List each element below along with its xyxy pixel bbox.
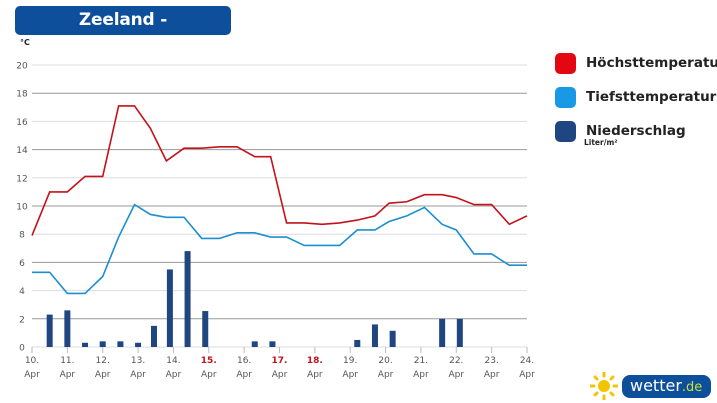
y-tick-label: 10 — [16, 203, 28, 213]
y-tick-label: 2 — [19, 315, 25, 325]
precip-bar — [46, 314, 53, 347]
y-tick-label: 8 — [19, 231, 25, 241]
y-tick-label: 14 — [16, 146, 28, 156]
x-tick-month: Apr — [378, 370, 394, 380]
x-tick-day: 10. — [25, 356, 39, 366]
x-tick-day: 23. — [484, 356, 498, 366]
x-tick-day: 14. — [166, 356, 180, 366]
logo-text: wetter.de — [622, 374, 712, 398]
precip-bar — [166, 269, 173, 347]
x-tick-day: 24. — [520, 356, 534, 366]
precip-bar — [456, 318, 463, 347]
precip-bar — [117, 341, 124, 347]
x-tick-month: Apr — [166, 370, 182, 380]
x-tick-day: 21. — [414, 356, 428, 366]
x-tick-month: Apr — [448, 370, 464, 380]
x-tick-day: 13. — [131, 356, 145, 366]
precip-bar — [439, 318, 446, 347]
precip-bar — [251, 341, 258, 347]
sun-icon — [590, 372, 618, 400]
legend-item-precip: Niederschlag — [555, 114, 717, 148]
precip-bar — [184, 251, 191, 347]
x-tick-month: Apr — [307, 370, 323, 380]
precip-bar — [389, 330, 396, 347]
precip-bar — [150, 325, 157, 347]
x-tick-day: 19. — [343, 356, 357, 366]
y-tick-label: 6 — [19, 259, 25, 269]
x-tick-day: 18. — [307, 356, 323, 366]
precip-unit: Liter/m² — [584, 138, 618, 147]
y-axis-unit: °C — [20, 38, 30, 47]
legend: Höchsttemperatur Tiefsttemperatur Nieder… — [555, 46, 717, 148]
y-tick-label: 4 — [19, 287, 25, 297]
precip-bar — [64, 310, 71, 347]
y-tick-label: 18 — [16, 90, 28, 100]
legend-swatch-max — [555, 52, 576, 74]
precip-bar — [371, 324, 378, 347]
y-tick-label: 12 — [16, 174, 27, 184]
x-tick-month: Apr — [60, 370, 76, 380]
x-tick-month: Apr — [130, 370, 146, 380]
chart-title: Zeeland - Urlaubstrend — [15, 6, 231, 59]
x-tick-day: 11. — [60, 356, 74, 366]
x-tick-day: 22. — [449, 356, 463, 366]
y-tick-label: 0 — [19, 344, 25, 354]
x-tick-day: 16. — [237, 356, 251, 366]
precip-bar — [135, 342, 142, 347]
x-tick-month: Apr — [484, 370, 500, 380]
min-temp-line — [32, 203, 527, 295]
max-temp-line — [31, 105, 528, 236]
legend-item-max-temp: Höchsttemperatur — [555, 46, 717, 80]
precip-bar — [82, 342, 89, 347]
x-tick-day: 20. — [378, 356, 392, 366]
y-tick-label: 16 — [16, 118, 28, 128]
legend-label-precip: Niederschlag — [586, 123, 686, 139]
x-tick-month: Apr — [413, 370, 429, 380]
x-tick-day: 12. — [96, 356, 110, 366]
precip-bar — [354, 339, 361, 347]
x-tick-month: Apr — [24, 370, 40, 380]
legend-swatch-min — [555, 86, 576, 108]
legend-label-min: Tiefsttemperatur — [586, 89, 717, 105]
precip-bar — [99, 341, 106, 347]
precip-bar — [202, 311, 209, 347]
legend-label-max: Höchsttemperatur — [586, 55, 717, 71]
x-tick-day: 15. — [201, 356, 217, 366]
wetter-logo: wetter.de — [590, 372, 712, 400]
legend-swatch-precip — [555, 120, 576, 142]
x-tick-day: 17. — [272, 356, 288, 366]
x-tick-month: Apr — [201, 370, 217, 380]
x-tick-month: Apr — [272, 370, 288, 380]
x-tick-month: Apr — [342, 370, 358, 380]
legend-item-min-temp: Tiefsttemperatur — [555, 80, 717, 114]
precip-bar — [269, 341, 276, 347]
x-tick-month: Apr — [519, 370, 535, 380]
x-tick-month: Apr — [236, 370, 252, 380]
y-tick-label: 20 — [16, 62, 28, 72]
x-tick-month: Apr — [95, 370, 111, 380]
